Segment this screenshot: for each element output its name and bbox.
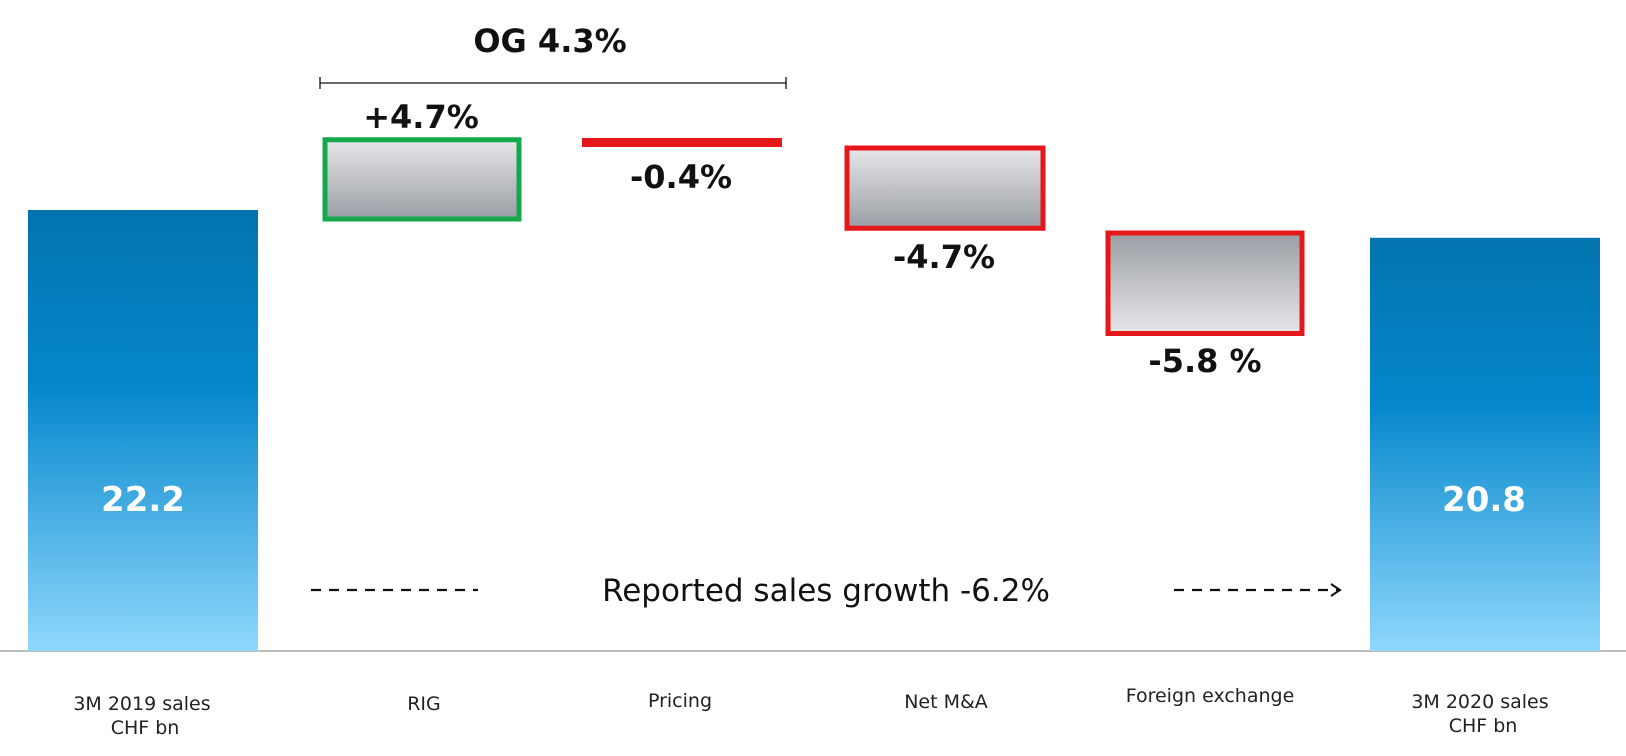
category-label-3m-2020-sales: 3M 2020 sales CHF bn [1411, 691, 1554, 737]
category-label-line: Net M&A [904, 691, 988, 713]
value-label-net-m-and-a: -4.7% [893, 238, 995, 276]
category-label-line: CHF bn [1449, 715, 1518, 737]
bar-net-m-and-a [844, 145, 1046, 231]
bar-3m-2020-sales [1370, 237, 1600, 652]
category-label-3m-2019-sales: 3M 2019 sales CHF bn [73, 693, 216, 739]
category-label-foreign-exchange: Foreign exchange [1126, 685, 1295, 707]
category-label-line: 3M 2020 sales [1411, 691, 1548, 713]
value-label-rig: +4.7% [363, 98, 479, 136]
category-label-net-m-and-a: Net M&A [904, 691, 988, 713]
category-label-pricing: Pricing [648, 690, 712, 712]
category-label-rig: RIG [407, 693, 441, 715]
bar-foreign-exchange [1105, 230, 1305, 336]
category-label-line: RIG [407, 693, 441, 715]
og-bracket-label: OG 4.3% [473, 22, 626, 60]
category-label-line: 3M 2019 sales [73, 693, 210, 715]
value-label-foreign-exchange: -5.8 % [1148, 342, 1261, 380]
category-label-line: Foreign exchange [1126, 685, 1295, 707]
value-label-pricing: -0.4% [630, 158, 732, 196]
og-bracket [319, 77, 787, 89]
bar-pricing [582, 138, 782, 147]
value-label-3m-2019-sales: 22.2 [101, 480, 185, 520]
reported-sales-growth-note: Reported sales growth -6.2% [602, 573, 1050, 609]
category-label-line: Pricing [648, 690, 712, 712]
category-label-line: CHF bn [111, 717, 180, 739]
bar-rig [322, 137, 522, 222]
value-label-3m-2020-sales: 20.8 [1442, 480, 1526, 520]
bar-3m-2019-sales [28, 210, 258, 651]
